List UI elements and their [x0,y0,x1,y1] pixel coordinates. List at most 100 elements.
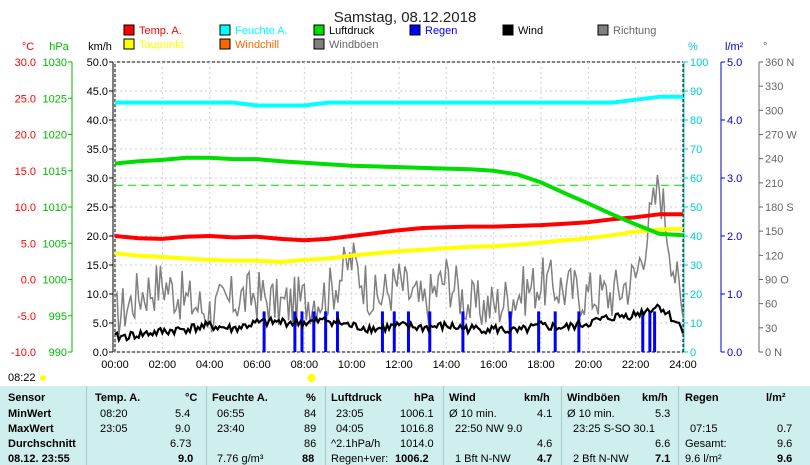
time-stamp-label: 08:22 [8,372,36,384]
stats-press-trend: ^2.1hPa/h [331,438,381,450]
legend-label: Luftdruck [329,25,375,37]
right-tick-label: 330 [765,81,783,93]
right-tick-label: 90 [690,86,702,98]
legend-swatch [409,24,421,36]
series-line-tempa [114,212,683,243]
left-tick-label: 1025 [43,93,67,105]
legend-swatch [219,38,231,50]
left-tick-label: 20.0 [15,130,36,142]
legend-label: Windchill [235,39,279,51]
x-tick-label: 14:00 [433,359,461,371]
right-tick-label: 30 [765,323,777,335]
right-tick-label: 40 [690,231,702,243]
sun-marker [307,374,316,382]
legend-label: Feuchte A. [235,25,288,37]
stats-temp-value: 9.0 [175,423,191,435]
x-tick-label: 02:00 [149,359,177,371]
right-tick-label: 30 [690,260,702,272]
legend-swatch [313,38,325,50]
rain-bar [312,311,316,352]
rain-bar [392,311,396,352]
right-tick-label: 270 W [765,130,797,142]
legend-swatch [219,24,231,36]
stats-wind-max: 22:50 NW 9.0 [455,423,523,435]
legend-swatch [313,24,325,36]
rain-bar [461,311,465,352]
left-tick-label: 30.0 [87,173,108,185]
series-line-feuchtea [115,94,683,108]
right-tick-label: 180 S [765,202,794,214]
stats-press-value: 1014.0 [400,438,434,450]
series-line-luftdruck [114,155,684,238]
stats-press-unit: hPa [414,392,435,404]
right-tick-label: 210 [765,178,783,190]
rain-bar [262,311,266,352]
rain-bar [537,311,541,352]
stats-hum-extra: 7.76 g/m³ [217,453,264,465]
legend-label: Windböen [329,39,379,51]
right-axis-unit: % [688,41,698,53]
stats-press-value: 1016.8 [400,423,434,435]
right-axis-unit: l/m² [725,41,744,53]
x-tick-label: 08:00 [291,359,319,371]
left-tick-label: 0.0 [21,275,36,287]
right-tick-label: 0.0 [727,347,742,359]
stats-table: Sensor MinWert MaxWert Durchschnitt 08.1… [0,386,810,465]
right-tick-label: 5.0 [727,57,742,69]
left-tick-label: 1015 [43,166,67,178]
stats-press-time: 04:05 [336,423,364,435]
stats-rain-value: 0.7 [777,423,793,435]
stats-temp-time: 08:20 [100,408,128,420]
x-tick-label: 24:00 [669,359,697,371]
stats-gust-value: 5.3 [655,408,671,420]
x-tick-label: 18:00 [527,359,555,371]
left-tick-label: 35.0 [87,144,108,156]
x-tick-label: 10:00 [338,359,366,371]
left-tick-label: 10.0 [15,202,36,214]
right-tick-label: 2.0 [727,231,742,243]
rain-bar [428,311,432,352]
stats-hum-header: Feuchte A. [212,392,268,404]
right-tick-label: 60 [690,173,702,185]
right-tick-label: 150 [765,226,783,238]
series-line-taupunkt [114,226,684,265]
legend-swatch [123,24,135,36]
rain-bar [641,311,645,352]
left-tick-label: 25.0 [87,202,108,214]
stats-rain-extra: 9.6 l/m² [685,453,722,465]
stats-row-label: MinWert [8,408,52,420]
stats-hum-time: 06:55 [217,408,245,420]
x-tick-label: 12:00 [385,359,413,371]
rain-bar [553,311,557,352]
left-tick-label: 1020 [43,130,67,142]
stats-hum-value: 89 [304,423,317,435]
stats-press-time: 23:05 [336,408,364,420]
right-tick-label: 360 N [765,57,794,69]
stats-gust-value: 7.1 [655,453,671,465]
left-tick-label: 1000 [43,275,67,287]
legend-label: Temp. A. [139,25,182,37]
rain-bar [380,311,384,352]
left-tick-label: 30.0 [15,57,36,69]
rain-bar [335,311,339,352]
stats-hum-value: 84 [304,408,317,420]
stats-hum-value: 88 [302,453,315,465]
stats-press-extra: Regen+ver: [331,453,389,465]
series-line-wind [114,303,685,344]
x-tick-label: 06:00 [243,359,271,371]
stats-rain-time: 07:15 [690,423,718,435]
left-axis-unit: °C [22,41,34,53]
stats-rain-unit: l/m² [766,392,786,404]
stats-wind-value: 4.7 [537,453,553,465]
x-tick-label: 00:00 [101,359,129,371]
right-tick-label: 20 [690,289,702,301]
stats-wind-label: Ø 10 min. [449,408,497,420]
stats-row-label: 08.12. 23:55 [8,453,70,465]
legend-label: Wind [518,25,543,37]
stats-press-value: 1006.1 [400,408,434,420]
left-tick-label: 1010 [43,202,67,214]
right-tick-label: 90 O [765,275,789,287]
stats-hum-unit: % [306,392,316,404]
rain-bar [293,311,297,352]
right-tick-label: 3.0 [727,173,742,185]
